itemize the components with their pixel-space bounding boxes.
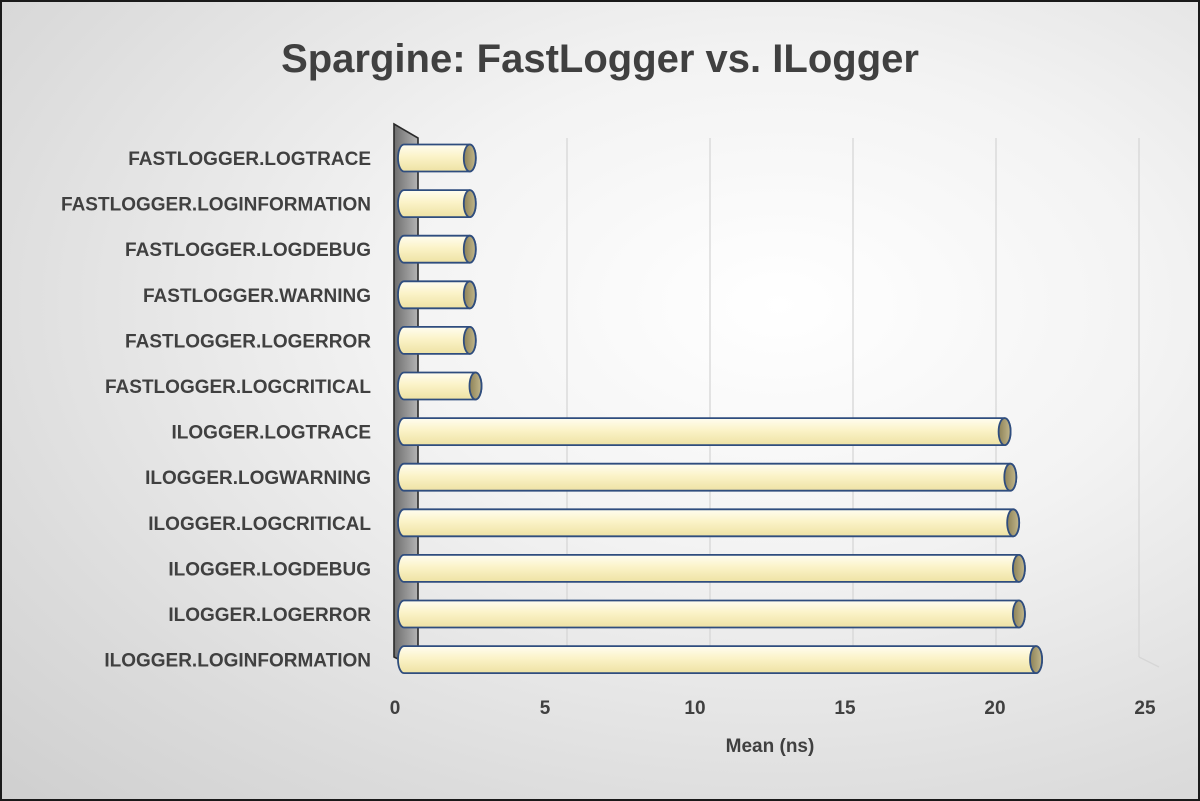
x-tick-label: 10 xyxy=(684,698,705,719)
bar-cap xyxy=(462,189,477,219)
bar xyxy=(397,508,1021,538)
gridlines xyxy=(566,138,1160,668)
x-axis-title: Mean (ns) xyxy=(726,736,815,757)
category-label: FASTLOGGER.LOGDEBUG xyxy=(125,240,371,261)
x-tick-labels: 0 5 10 15 20 25 xyxy=(390,698,1156,719)
category-label: ILOGGER.LOGDEBUG xyxy=(168,559,371,580)
bar xyxy=(397,417,1012,447)
floor-gridline xyxy=(1138,656,1160,668)
bar-body xyxy=(397,599,1026,629)
x-tick-label: 15 xyxy=(834,698,856,719)
bar xyxy=(397,554,1026,583)
bar-body xyxy=(397,645,1043,674)
bar-body xyxy=(397,508,1021,538)
bar xyxy=(397,280,477,310)
bar-cap xyxy=(1006,508,1021,538)
bar xyxy=(397,234,477,264)
bar xyxy=(397,645,1043,674)
chart-title: Spargine: FastLogger vs. ILogger xyxy=(281,37,919,81)
bar-cap xyxy=(462,234,477,264)
bar-cap xyxy=(462,280,477,310)
bar xyxy=(397,462,1018,492)
bar-cap xyxy=(1012,554,1026,583)
bar xyxy=(397,371,483,401)
bar-cap xyxy=(1012,599,1026,629)
bar-cap xyxy=(462,143,477,173)
bar xyxy=(397,143,477,173)
category-label: FASTLOGGER.LOGINFORMATION xyxy=(61,195,371,216)
bar-body xyxy=(397,462,1018,492)
x-tick-label: 25 xyxy=(1134,698,1156,719)
category-label: ILOGGER.LOGINFORMATION xyxy=(104,651,371,672)
bar-cap xyxy=(468,371,483,401)
bar-cap xyxy=(997,417,1012,447)
category-label: ILOGGER.LOGTRACE xyxy=(172,423,372,444)
category-label: ILOGGER.LOGERROR xyxy=(168,605,371,626)
x-tick-label: 0 xyxy=(390,698,401,719)
bar-body xyxy=(397,417,1012,446)
bar-body xyxy=(397,554,1026,583)
x-tick-label: 5 xyxy=(540,698,551,719)
category-label: FASTLOGGER.WARNING xyxy=(143,286,371,307)
bar-cap xyxy=(462,325,477,355)
x-tick-label: 20 xyxy=(984,698,1005,719)
category-label: FASTLOGGER.LOGTRACE xyxy=(128,149,371,170)
category-label: FASTLOGGER.LOGCRITICAL xyxy=(105,377,371,398)
category-label: ILOGGER.LOGCRITICAL xyxy=(148,514,371,535)
category-label: FASTLOGGER.LOGERROR xyxy=(125,331,371,352)
bar-cap xyxy=(1003,462,1018,492)
bars xyxy=(397,143,1043,674)
bar xyxy=(397,599,1026,629)
bar xyxy=(397,189,477,219)
bar-cap xyxy=(1029,645,1043,674)
category-label: ILOGGER.LOGWARNING xyxy=(145,468,371,489)
category-labels: FASTLOGGER.LOGTRACE FASTLOGGER.LOGINFORMA… xyxy=(61,149,371,672)
bar xyxy=(397,325,477,355)
